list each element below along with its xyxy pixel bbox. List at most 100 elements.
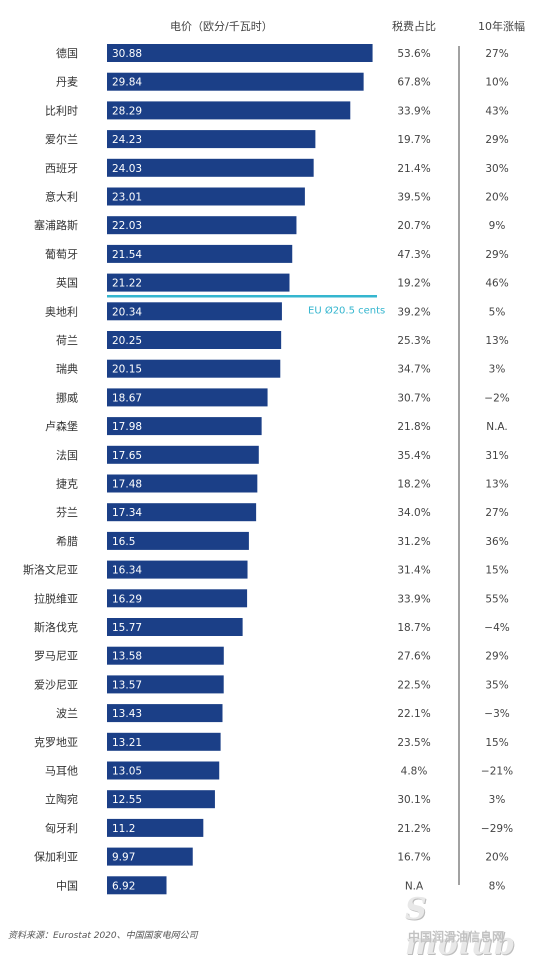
- growth-value: −2%: [484, 392, 509, 404]
- category-label: 德国: [56, 46, 78, 60]
- price-bar: [107, 675, 224, 694]
- tax-share-value: 67.8%: [397, 77, 430, 89]
- price-bar: [107, 445, 259, 464]
- bar-value-label: 13.21: [112, 737, 142, 749]
- bar-value-label: 13.05: [112, 766, 142, 778]
- category-label: 比利时: [45, 104, 78, 117]
- category-label: 克罗地亚: [34, 736, 78, 749]
- growth-value: 20%: [485, 852, 508, 864]
- bar-value-label: 21.54: [112, 249, 142, 261]
- category-label: 罗马尼亚: [34, 650, 78, 663]
- category-label: 捷克: [56, 477, 78, 491]
- category-label: 立陶宛: [45, 792, 78, 806]
- source-note: 资料来源：Eurostat 2020、中国国家电网公司: [8, 931, 198, 941]
- bar-value-label: 22.03: [112, 220, 142, 232]
- bar-value-label: 12.55: [112, 794, 142, 806]
- growth-value: −4%: [484, 622, 509, 634]
- category-label: 爱沙尼亚: [34, 678, 78, 691]
- category-label: 拉脱维亚: [34, 591, 78, 605]
- category-label: 奥地利: [45, 304, 78, 318]
- tax-share-value: 47.3%: [397, 249, 430, 261]
- growth-value: 27%: [485, 48, 508, 60]
- price-bar: [107, 474, 258, 493]
- growth-value: −29%: [481, 823, 513, 835]
- tax-share-value: 25.3%: [397, 335, 430, 347]
- price-bar: [107, 72, 364, 91]
- growth-value: 46%: [485, 278, 508, 290]
- bar-value-label: 13.43: [112, 708, 142, 720]
- tax-share-value: 18.2%: [397, 479, 430, 491]
- growth-value: 13%: [485, 479, 508, 491]
- price-bar: [107, 130, 316, 149]
- price-bar: [107, 876, 167, 895]
- growth-value: 43%: [485, 105, 508, 117]
- price-bar: [107, 790, 215, 809]
- tax-share-value: 19.7%: [397, 134, 430, 146]
- bar-value-label: 9.97: [112, 852, 135, 864]
- price-bar: [107, 704, 223, 723]
- price-bar: [107, 302, 282, 321]
- price-bar: [107, 359, 281, 378]
- category-label: 斯洛伐克: [34, 620, 78, 634]
- growth-value: 5%: [489, 306, 506, 318]
- category-label: 西班牙: [45, 162, 78, 175]
- bar-value-label: 17.98: [112, 421, 142, 433]
- tax-share-value: 39.2%: [397, 306, 430, 318]
- category-label: 芬兰: [56, 506, 78, 519]
- bar-value-label: 20.25: [112, 335, 142, 347]
- price-bar: [107, 101, 351, 120]
- tax-share-value: 22.1%: [397, 708, 430, 720]
- tax-share-value: 53.6%: [397, 48, 430, 60]
- category-label: 丹麦: [56, 76, 78, 89]
- category-label: 挪威: [56, 390, 78, 404]
- growth-value: 55%: [485, 593, 508, 605]
- category-label: 爱尔兰: [45, 133, 78, 146]
- bar-value-label: 28.29: [112, 105, 142, 117]
- bar-value-label: 13.57: [112, 679, 142, 691]
- bar-value-label: 23.01: [112, 192, 142, 204]
- price-bar: [107, 761, 220, 780]
- growth-value: 15%: [485, 565, 508, 577]
- price-bar: [107, 216, 297, 235]
- category-label: 葡萄牙: [45, 248, 78, 261]
- tax-share-value: 21.8%: [397, 421, 430, 433]
- tax-share-value: 21.4%: [397, 163, 430, 175]
- tax-share-value: 20.7%: [397, 220, 430, 232]
- growth-value: −21%: [481, 766, 513, 778]
- growth-value: 27%: [485, 507, 508, 519]
- price-bar: [107, 244, 293, 263]
- price-bar: [107, 589, 248, 608]
- watermark-logo: S molub: [405, 892, 516, 962]
- price-bar: [107, 331, 282, 349]
- growth-value: −3%: [484, 708, 509, 720]
- tax-share-value: 31.4%: [397, 565, 430, 577]
- tax-share-value: 39.5%: [397, 192, 430, 204]
- price-bar: [107, 618, 243, 636]
- category-label: 法国: [56, 448, 78, 462]
- category-label: 意大利: [45, 190, 78, 204]
- price-bar: [107, 818, 204, 837]
- tax-share-value: 33.9%: [397, 593, 430, 605]
- bar-value-label: 21.22: [112, 278, 142, 290]
- growth-value: 29%: [485, 249, 508, 261]
- bar-value-label: 20.34: [112, 306, 142, 318]
- tax-share-value: 22.5%: [397, 679, 430, 691]
- growth-value: N.A.: [486, 421, 508, 433]
- bar-value-label: 18.67: [112, 392, 142, 404]
- bar-value-label: 24.03: [112, 163, 142, 175]
- tax-share-value: 30.1%: [397, 794, 430, 806]
- category-label: 希腊: [56, 534, 78, 548]
- growth-value: 31%: [485, 450, 508, 462]
- growth-value: 29%: [485, 651, 508, 663]
- price-bar: [107, 531, 249, 550]
- price-bar: [107, 847, 193, 866]
- price-bar: [107, 158, 314, 177]
- bar-value-label: 16.5: [112, 536, 135, 548]
- price-bar: [107, 273, 290, 292]
- price-bar: [107, 646, 224, 665]
- tax-share-value: 33.9%: [397, 105, 430, 117]
- tax-share-value: 19.2%: [397, 278, 430, 290]
- tax-share-value: 18.7%: [397, 622, 430, 634]
- growth-value: 13%: [485, 335, 508, 347]
- category-label: 卢森堡: [45, 419, 78, 433]
